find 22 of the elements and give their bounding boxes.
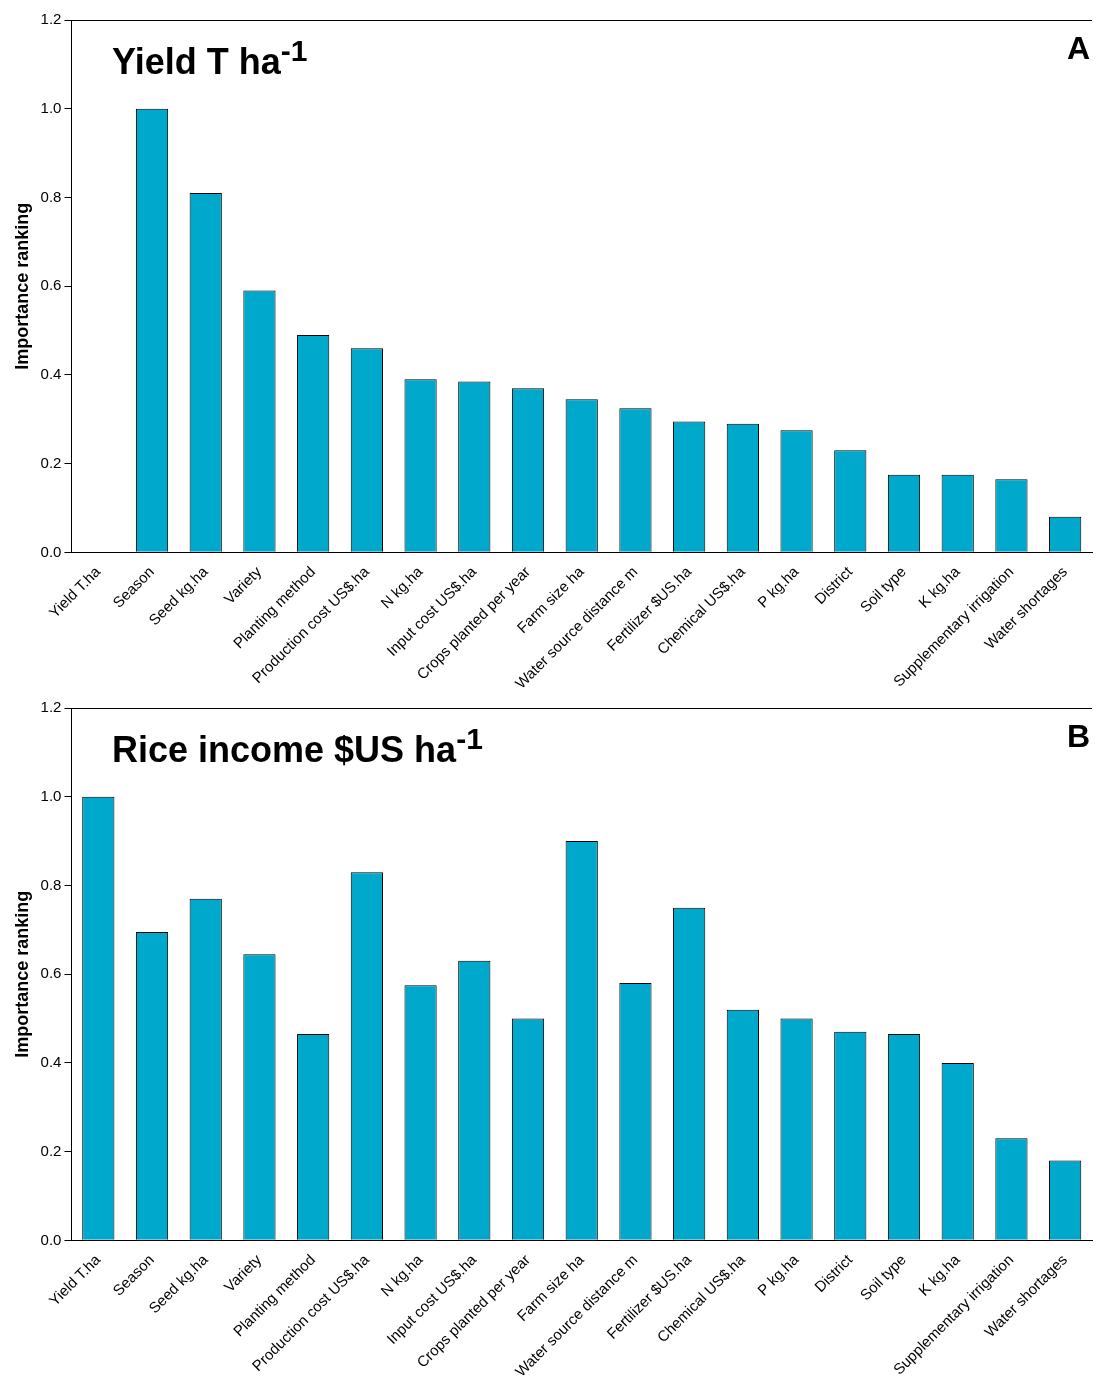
annotation: B: [1066, 718, 1090, 755]
y-tick-label: 1.2: [40, 698, 62, 716]
text: Rice income $US ha$^{-1}$: [112, 722, 483, 771]
y-tick-label: 1.0: [40, 98, 62, 116]
y-tick-label: 0.0: [40, 542, 62, 560]
y-tick-label: 0.2: [40, 453, 62, 471]
y-tick-label: 0.8: [40, 875, 62, 893]
y-tick-label: 0.4: [40, 1053, 62, 1071]
x-tick-label: Soil type: [856, 1250, 910, 1304]
y-tick-label: 1.2: [40, 10, 62, 28]
y-tick-label: 0.6: [40, 276, 62, 294]
y-tick-label: 0.8: [40, 187, 62, 205]
y-tick-label: 0.2: [40, 1141, 62, 1159]
y-tick-label: 0.0: [40, 1230, 62, 1248]
y-tick-label: 1.0: [40, 786, 62, 804]
y-tick-label: 0.4: [40, 365, 62, 383]
x-tick-label: Soil type: [856, 562, 910, 616]
annotation: A: [1066, 30, 1090, 67]
y-axis-title: Importance ranking: [11, 890, 32, 1058]
y-tick-label: 0.6: [40, 964, 62, 982]
y-axis-title: Importance ranking: [11, 202, 32, 370]
text: Yield T ha$^{-1}$: [112, 34, 308, 83]
